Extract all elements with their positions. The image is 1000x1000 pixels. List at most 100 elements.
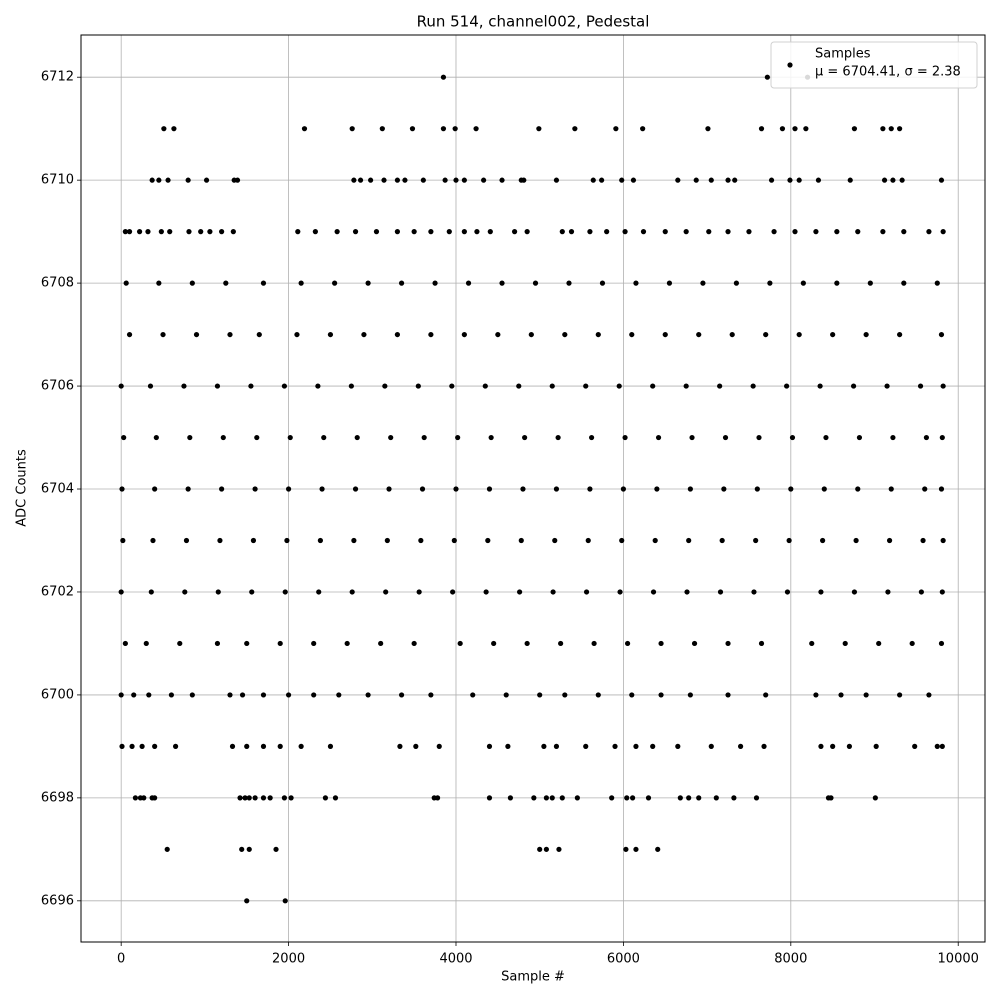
point bbox=[420, 177, 426, 183]
point bbox=[415, 383, 421, 389]
point bbox=[122, 229, 128, 235]
point bbox=[624, 795, 630, 801]
point bbox=[344, 640, 350, 647]
point bbox=[219, 229, 225, 235]
point bbox=[713, 795, 719, 801]
point bbox=[183, 537, 190, 544]
point bbox=[650, 743, 656, 749]
point bbox=[828, 795, 834, 801]
point bbox=[203, 177, 210, 183]
chart-title: Run 514, channel002, Pedestal bbox=[417, 13, 650, 31]
point bbox=[662, 229, 668, 235]
point bbox=[624, 640, 631, 647]
point bbox=[650, 589, 657, 595]
point bbox=[789, 434, 796, 441]
point bbox=[686, 795, 692, 801]
point bbox=[856, 434, 863, 441]
legend-marker bbox=[787, 62, 793, 68]
point bbox=[520, 486, 526, 492]
point bbox=[553, 743, 560, 749]
point bbox=[382, 383, 388, 389]
point bbox=[214, 383, 221, 389]
point bbox=[488, 434, 494, 441]
point bbox=[336, 692, 342, 698]
point bbox=[379, 126, 385, 132]
point bbox=[239, 846, 245, 852]
point bbox=[537, 692, 543, 698]
point bbox=[817, 383, 823, 389]
point bbox=[761, 743, 767, 749]
point bbox=[481, 177, 487, 183]
point bbox=[851, 589, 858, 595]
y-axis-label: ADC Counts bbox=[15, 449, 30, 527]
point bbox=[207, 229, 213, 235]
legend-box bbox=[770, 41, 978, 89]
point bbox=[855, 486, 861, 492]
point bbox=[193, 331, 200, 338]
point bbox=[920, 537, 926, 544]
point bbox=[486, 795, 493, 801]
point bbox=[168, 692, 174, 698]
point bbox=[244, 640, 250, 647]
point bbox=[495, 331, 501, 338]
point bbox=[700, 280, 706, 286]
point bbox=[524, 229, 530, 235]
point bbox=[397, 743, 403, 749]
point bbox=[604, 229, 610, 235]
point bbox=[446, 229, 452, 235]
point bbox=[662, 331, 668, 338]
point bbox=[830, 331, 836, 338]
x-tick-label: 4000 bbox=[439, 952, 472, 967]
point bbox=[428, 229, 434, 235]
point bbox=[655, 434, 662, 441]
point bbox=[583, 743, 589, 749]
point bbox=[939, 434, 945, 441]
point bbox=[633, 280, 639, 286]
y-tick-label: 6702 bbox=[41, 584, 74, 599]
point bbox=[455, 434, 461, 441]
point bbox=[751, 589, 757, 595]
point bbox=[689, 434, 695, 441]
point bbox=[754, 486, 760, 492]
point bbox=[487, 229, 493, 235]
point bbox=[717, 383, 723, 389]
point bbox=[152, 486, 158, 492]
point bbox=[249, 589, 255, 595]
point bbox=[434, 795, 441, 801]
point bbox=[532, 280, 539, 286]
point bbox=[568, 229, 575, 235]
point bbox=[248, 383, 254, 389]
point bbox=[120, 537, 126, 544]
point bbox=[220, 434, 226, 441]
point bbox=[820, 537, 826, 544]
point bbox=[652, 537, 658, 544]
point bbox=[917, 383, 924, 389]
point bbox=[503, 692, 509, 698]
point bbox=[126, 229, 133, 235]
point bbox=[934, 743, 940, 749]
point bbox=[803, 126, 809, 132]
point bbox=[686, 537, 692, 544]
point bbox=[361, 331, 367, 338]
y-tick-label: 6706 bbox=[41, 379, 74, 394]
point bbox=[675, 177, 681, 183]
y-tick-label: 6700 bbox=[41, 687, 74, 702]
point bbox=[327, 331, 334, 338]
point bbox=[118, 589, 124, 595]
point bbox=[693, 177, 699, 183]
point bbox=[620, 486, 627, 492]
point bbox=[518, 537, 524, 544]
point bbox=[267, 795, 273, 801]
point bbox=[938, 640, 945, 647]
point bbox=[613, 126, 619, 132]
point bbox=[758, 640, 765, 647]
point bbox=[285, 692, 292, 698]
point bbox=[256, 331, 262, 338]
point bbox=[281, 383, 287, 389]
point bbox=[352, 486, 359, 492]
point bbox=[800, 280, 806, 286]
point bbox=[885, 589, 891, 595]
point bbox=[254, 434, 260, 441]
point bbox=[215, 589, 221, 595]
point bbox=[453, 486, 459, 492]
